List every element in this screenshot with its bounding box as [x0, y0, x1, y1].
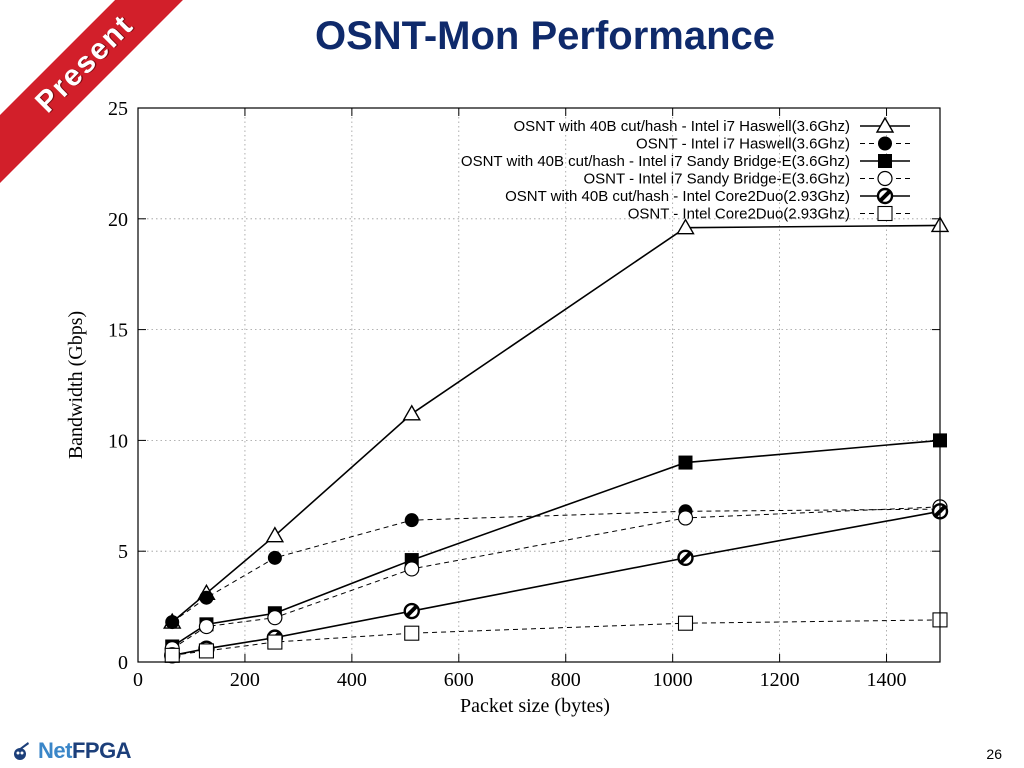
x-axis-label: Packet size (bytes) [460, 695, 610, 717]
legend-entry-4: OSNT - Intel i7 Sandy Bridge-E(3.6Ghz) [584, 170, 910, 188]
legend-label: OSNT - Intel Core2Duo(2.93Ghz) [628, 206, 850, 223]
logo-text: NetFPGA [38, 738, 132, 764]
legend-entry-1: OSNT with 40B cut/hash - Intel i7 Haswel… [513, 116, 910, 135]
legend-label: OSNT - Intel i7 Sandy Bridge-E(3.6Ghz) [584, 171, 851, 188]
marker-slash [679, 551, 692, 565]
series-line [172, 619, 941, 656]
data-point [265, 526, 285, 543]
legend-entry-3: OSNT with 40B cut/hash - Intel i7 Sandy … [461, 153, 910, 170]
legend-marker [876, 187, 894, 205]
netfpga-logo-icon [14, 742, 29, 760]
x-tick-label: 800 [551, 669, 581, 691]
data-point [267, 610, 283, 626]
plot-frame [137, 107, 941, 663]
data-point [677, 615, 694, 631]
legend: OSNT with 40B cut/hash - Intel i7 Haswel… [461, 116, 910, 223]
data-point [678, 455, 693, 470]
legend-marker [877, 205, 893, 222]
data-point [404, 561, 420, 577]
x-tick-label: 1000 [653, 669, 693, 691]
logo-text-net: Net [38, 738, 72, 763]
x-tick-label: 400 [337, 669, 367, 691]
legend-marker [875, 116, 895, 133]
series-line [171, 506, 941, 650]
y-tick-label: 10 [108, 430, 128, 452]
legend-label: OSNT - Intel i7 Haswell(3.6Ghz) [636, 136, 850, 153]
x-tick-label: 200 [230, 669, 260, 691]
legend-marker [877, 170, 893, 187]
data-point [404, 513, 419, 528]
legend-label: OSNT with 40B cut/hash - Intel i7 Sandy … [461, 153, 850, 170]
series-lines [163, 216, 950, 664]
data-point [404, 625, 420, 641]
legend-entry-6: OSNT - Intel Core2Duo(2.93Ghz) [628, 206, 910, 223]
data-point [402, 404, 421, 421]
series-4 [164, 499, 948, 657]
series-line [171, 508, 941, 623]
y-tick-label: 0 [118, 652, 128, 674]
legend-entry-5: OSNT with 40B cut/hash - Intel Core2Duo(… [505, 187, 910, 205]
slide-title: OSNT-Mon Performance [314, 14, 776, 58]
axis-ticks: 0 200 400 600 800 1000 1200 1400 0 5 10 15 20 25 [108, 98, 940, 691]
logo-text-fpga: FPGA [71, 738, 132, 763]
series-1 [163, 216, 950, 629]
series-line [171, 439, 941, 648]
y-tick-label: 15 [108, 320, 128, 342]
y-tick-label: 20 [108, 209, 128, 231]
data-point [676, 218, 695, 235]
legend-label: OSNT with 40B cut/hash - Intel i7 Haswel… [513, 118, 850, 135]
data-point [165, 615, 180, 630]
y-tick-label: 5 [118, 541, 128, 563]
page-number: 26 [986, 746, 1002, 762]
series-line [172, 510, 941, 657]
data-point [199, 590, 214, 605]
data-point [164, 647, 180, 663]
x-tick-label: 1200 [760, 669, 800, 691]
data-point [267, 550, 282, 565]
x-tick-label: 1400 [867, 669, 907, 691]
y-tick-label: 25 [108, 98, 128, 120]
data-point [677, 549, 694, 567]
series-6 [164, 612, 948, 663]
legend-marker [878, 154, 892, 168]
data-point [267, 634, 283, 650]
data-point [677, 510, 694, 526]
grid-lines [138, 108, 940, 662]
x-tick-label: 0 [133, 669, 143, 691]
x-tick-label: 600 [444, 669, 474, 691]
netfpga-logo: NetFPGA [8, 738, 132, 764]
legend-marker [878, 136, 892, 151]
series-3 [165, 433, 947, 654]
data-point [198, 643, 214, 659]
legend-label: OSNT with 40B cut/hash - Intel Core2Duo(… [505, 188, 850, 205]
legend-entry-2: OSNT - Intel i7 Haswell(3.6Ghz) [636, 136, 910, 153]
series-line [171, 224, 941, 623]
data-point [198, 618, 215, 635]
y-axis-label: Bandwidth (Gbps) [65, 311, 87, 459]
marker-slash [878, 189, 892, 203]
data-point [403, 602, 420, 620]
marker-slash [405, 604, 419, 618]
